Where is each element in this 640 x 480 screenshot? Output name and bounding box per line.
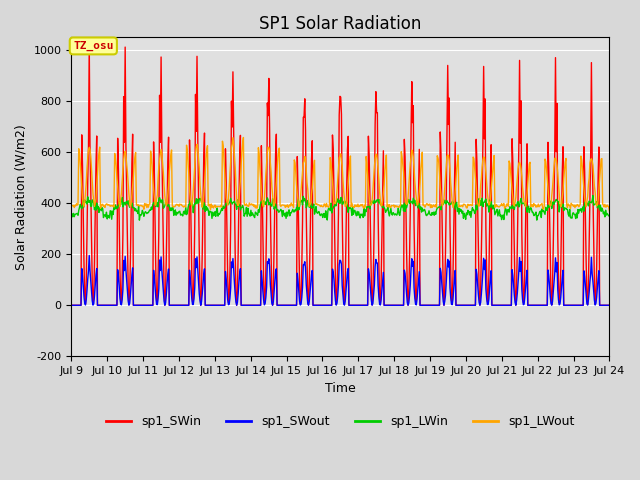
sp1_LWin: [67, 212, 75, 217]
Text: TZ_osu: TZ_osu: [73, 41, 113, 51]
X-axis label: Time: Time: [325, 382, 356, 395]
sp1_LWin: [132, 208, 140, 214]
sp1_LWin: [188, 200, 196, 206]
sp1_SWin: [406, 205, 414, 211]
sp1_SWin: [85, 42, 93, 48]
Y-axis label: Solar Radiation (W/m2): Solar Radiation (W/m2): [15, 124, 28, 270]
sp1_LWin: [422, 212, 430, 218]
sp1_SWin: [605, 302, 613, 308]
sp1_SWin: [133, 302, 141, 308]
sp1_SWout: [216, 302, 224, 308]
sp1_LWout: [406, 160, 414, 166]
sp1_SWin: [77, 302, 85, 308]
sp1_LWin: [77, 204, 85, 210]
sp1_SWout: [422, 302, 430, 308]
Legend: sp1_SWin, sp1_SWout, sp1_LWin, sp1_LWout: sp1_SWin, sp1_SWout, sp1_LWin, sp1_LWout: [102, 410, 579, 433]
Title: SP1 Solar Radiation: SP1 Solar Radiation: [259, 15, 422, 33]
sp1_LWin: [406, 198, 414, 204]
sp1_SWout: [77, 302, 85, 308]
sp1_LWin: [216, 210, 224, 216]
sp1_SWout: [406, 282, 414, 288]
sp1_LWout: [67, 203, 75, 208]
sp1_LWin: [589, 192, 596, 198]
sp1_LWin: [136, 217, 143, 223]
sp1_SWin: [188, 270, 196, 276]
sp1_LWin: [605, 213, 613, 219]
sp1_LWout: [187, 200, 195, 205]
sp1_LWout: [132, 202, 140, 207]
sp1_SWout: [605, 302, 613, 308]
sp1_SWin: [422, 302, 430, 308]
sp1_LWout: [216, 204, 223, 209]
Line: sp1_LWin: sp1_LWin: [71, 195, 609, 220]
sp1_LWout: [422, 202, 430, 208]
sp1_SWout: [188, 296, 196, 301]
sp1_LWout: [605, 208, 613, 214]
sp1_SWout: [67, 302, 75, 308]
sp1_SWout: [133, 302, 141, 308]
sp1_LWout: [77, 171, 85, 177]
Line: sp1_SWout: sp1_SWout: [71, 255, 609, 305]
sp1_SWin: [67, 302, 75, 308]
sp1_SWout: [85, 252, 93, 258]
Line: sp1_LWout: sp1_LWout: [71, 137, 609, 211]
sp1_SWin: [216, 302, 224, 308]
sp1_LWout: [239, 134, 247, 140]
Line: sp1_SWin: sp1_SWin: [71, 45, 609, 305]
